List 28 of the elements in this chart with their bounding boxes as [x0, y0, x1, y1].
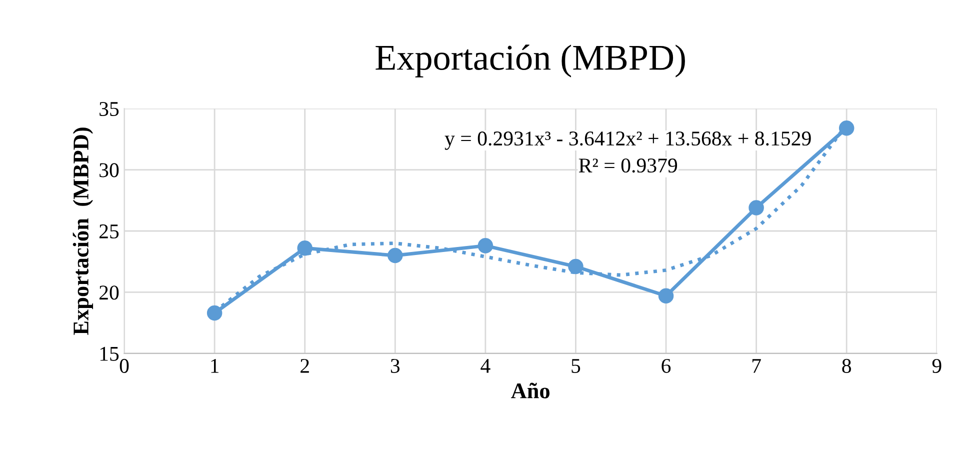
y-tick-label: 30 — [100, 163, 119, 178]
y-tick-label: 15 — [100, 346, 119, 361]
point — [388, 248, 403, 264]
point — [478, 238, 494, 254]
y-tick-label: 25 — [100, 224, 119, 238]
x-tick-label: 2 — [300, 358, 309, 373]
annotation: y = 0.2931x³ - 3.6412x² + 13.568x + 8.1529 — [444, 132, 811, 150]
x-tick-label: 6 — [662, 358, 671, 373]
point — [838, 120, 854, 136]
y-tick-label: 35 — [100, 102, 119, 116]
chart-title: Exportación (MBPD) — [376, 44, 685, 78]
point — [658, 288, 674, 304]
x-tick-label: 3 — [390, 358, 400, 373]
x-axis-title: Año — [511, 382, 550, 398]
y-tick-label: 20 — [100, 286, 119, 300]
x-tick-label: 1 — [211, 358, 219, 373]
point — [206, 305, 222, 321]
point — [297, 240, 312, 256]
point — [748, 200, 764, 216]
x-tick-label: 0 — [120, 358, 129, 373]
x-tick-label: 9 — [932, 358, 942, 373]
x-tick-label: 4 — [480, 359, 490, 373]
point — [568, 258, 584, 274]
x-tick-label: 8 — [842, 358, 852, 373]
annotation: R² = 0.9379 — [578, 158, 678, 173]
x-tick-label: 7 — [752, 359, 761, 373]
x-tick-label: 5 — [572, 359, 580, 373]
y-axis-title: Exportación (MBPD) — [72, 128, 94, 335]
